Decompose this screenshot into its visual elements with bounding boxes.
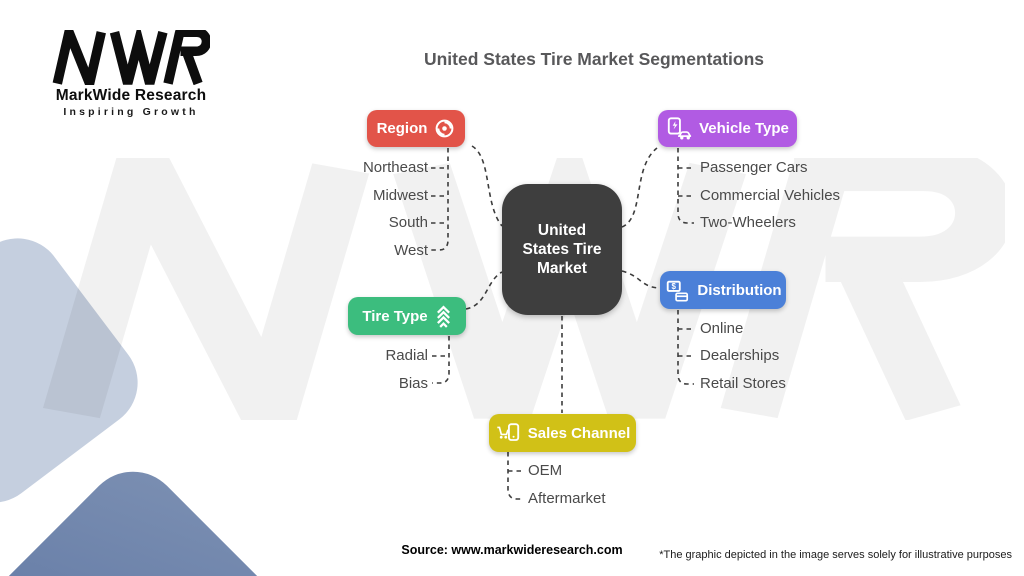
brand-tagline: Inspiring Growth (63, 106, 199, 118)
region-item-west: West (394, 242, 428, 259)
vehicle-type-item-passenger-cars: Passenger Cars (700, 159, 808, 176)
vehicle-type-item-two-wheelers: Two-Wheelers (700, 214, 796, 231)
segment-label-region: Region (376, 120, 428, 137)
globe-swirl-icon (436, 119, 454, 138)
central-node: United States Tire Market (502, 184, 622, 315)
sales-channel-item-oem: OEM (528, 462, 563, 479)
distribution-item-retail-stores: Retail Stores (700, 375, 786, 392)
region-item-south: South (388, 214, 428, 231)
segment-pill-tire-type: Tire Type (348, 297, 466, 335)
tire-tread-chevrons-icon (436, 304, 450, 328)
vehicle-type-item-commercial-vehicles: Commercial Vehicles (700, 187, 841, 204)
segment-pill-distribution: $ Distribution (660, 271, 786, 309)
mwr-logo-icon (52, 30, 210, 85)
region-item-northeast: Northeast (362, 159, 428, 176)
brand-name: MarkWide Research (55, 87, 207, 104)
brand-logo: MarkWide Research Inspiring Growth (36, 30, 226, 118)
disclaimer-text: *The graphic depicted in the image serve… (659, 549, 1012, 561)
segment-pill-vehicle-type: Vehicle Type (658, 110, 797, 147)
payment-card-icon: $ (667, 280, 689, 302)
phone-cart-icon (497, 422, 519, 441)
distribution-item-online: Online (700, 320, 744, 337)
region-item-midwest: Midwest (372, 187, 428, 204)
page-title: United States Tire Market Segmentations (423, 49, 765, 69)
dollar-glyph: $ (672, 281, 677, 290)
sales-channel-item-aftermarket: Aftermarket (528, 490, 606, 507)
segment-label-sales-channel: Sales Channel (527, 424, 631, 442)
segment-label-distribution: Distribution (697, 281, 782, 299)
tire-type-item-radial: Radial (385, 347, 428, 364)
segment-pill-sales-channel: Sales Channel (489, 414, 636, 452)
segment-label-vehicle-type: Vehicle Type (699, 120, 789, 137)
ev-charger-car-icon (667, 117, 692, 140)
segment-pill-region: Region (367, 110, 465, 147)
segment-label-tire-type: Tire Type (362, 307, 428, 325)
distribution-item-dealerships: Dealerships (700, 347, 780, 364)
tire-type-item-bias: Bias (398, 375, 428, 392)
source-text: Source: www.markwideresearch.com (401, 543, 623, 557)
